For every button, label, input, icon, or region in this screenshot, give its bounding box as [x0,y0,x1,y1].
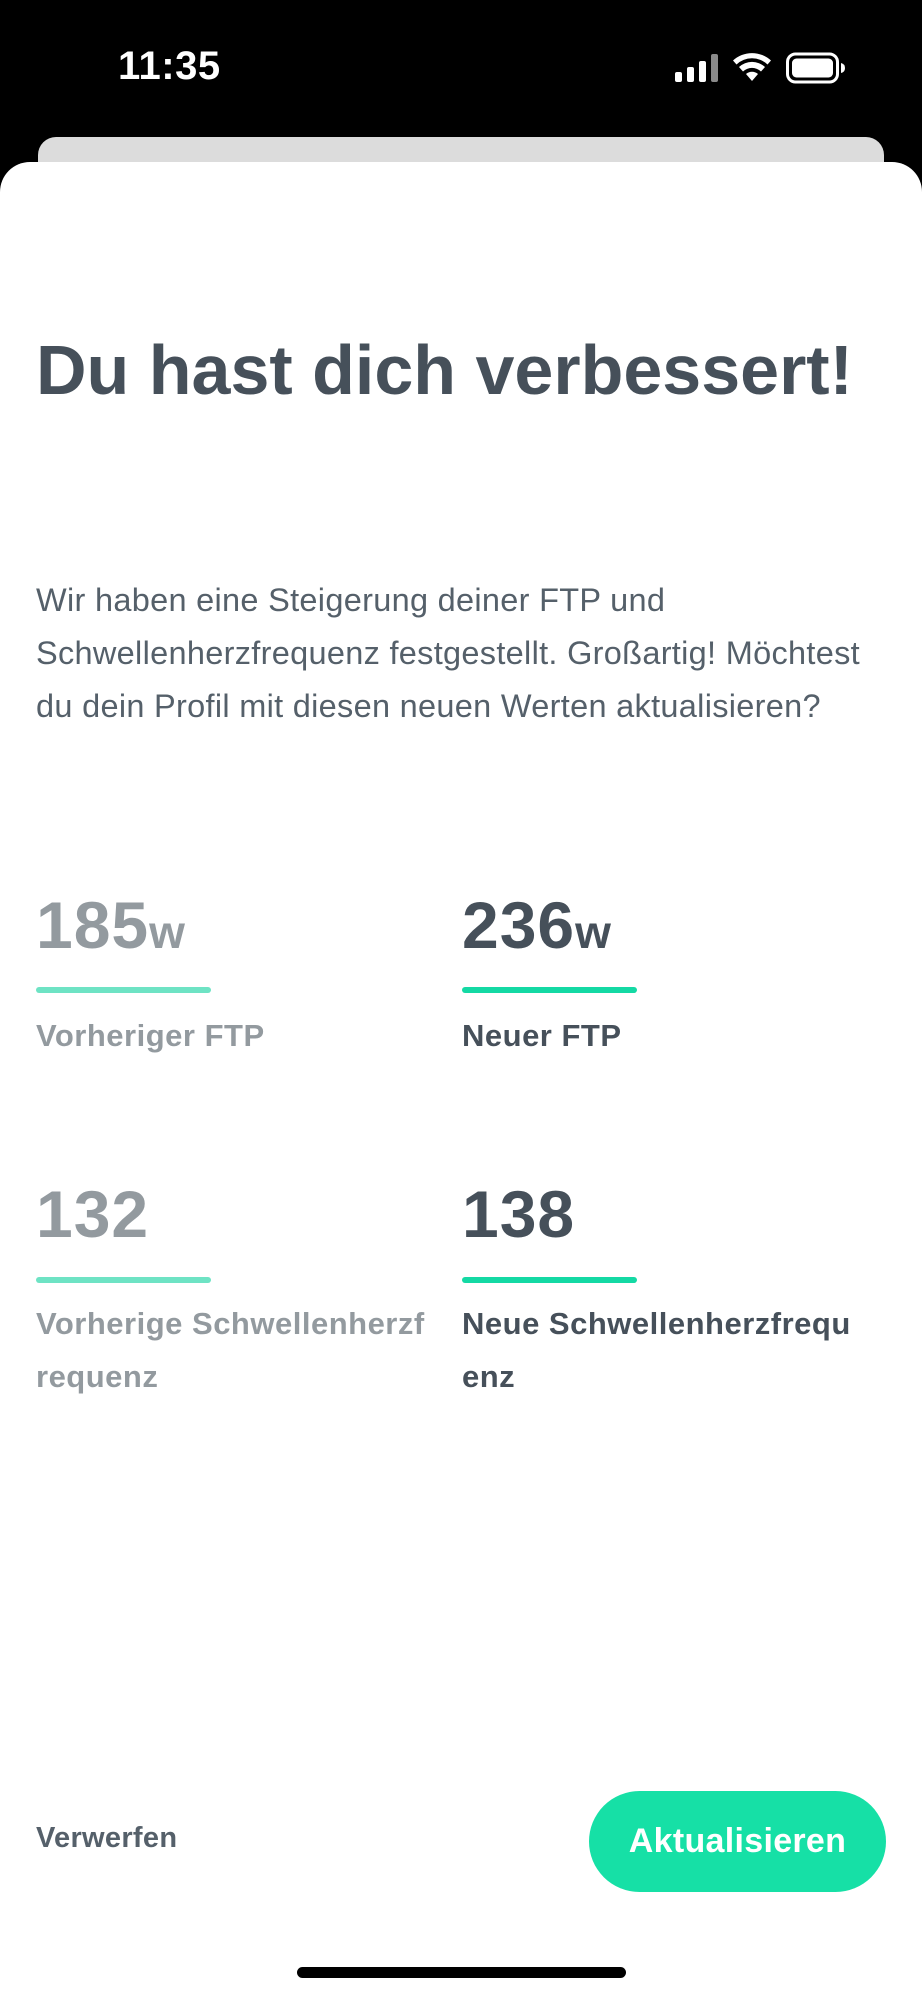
dialog-description: Wir haben eine Steigerung deiner FTP und… [36,582,860,724]
previous-threshold-hr-bar [36,1277,211,1283]
improvement-dialog: Du hast dich verbessert! Wir haben eine … [0,162,922,2000]
previous-ftp-stat: 185w Vorheriger FTP [36,888,264,1053]
previous-threshold-hr-stat: 132 Vorherige Schwellenherzfrequenz [36,1177,424,1394]
new-ftp-bar [462,987,637,993]
cellular-signal-icon [675,54,718,82]
battery-icon [786,52,845,84]
discard-button[interactable]: Verwerfen [36,1822,178,1854]
new-ftp-value: 236w [462,888,612,962]
new-threshold-hr-label: Neue Schwellenherzfrequenz [462,1306,851,1394]
status-bar: 11:35 [0,0,922,140]
dialog-title: Du hast dich verbessert! [36,331,853,409]
previous-threshold-hr-value: 132 [36,1177,150,1251]
new-ftp-stat: 236w Neuer FTP [462,888,637,1053]
previous-ftp-bar [36,987,211,993]
new-ftp-unit: w [575,906,612,958]
new-threshold-hr-value: 138 [462,1177,576,1251]
home-indicator [297,1967,626,1978]
previous-ftp-label: Vorheriger FTP [36,1018,265,1053]
previous-ftp-value: 185w [36,888,186,962]
status-time: 11:35 [118,44,221,88]
previous-ftp-unit: w [149,906,186,958]
new-threshold-hr-bar [462,1277,637,1283]
wifi-icon [733,53,771,81]
previous-threshold-hr-label: Vorherige Schwellenherzfrequenz [36,1306,425,1394]
new-threshold-hr-stat: 138 Neue Schwellenherzfrequenz [462,1177,850,1394]
update-button[interactable]: Aktualisieren [589,1791,886,1892]
status-icons [675,50,846,86]
new-ftp-label: Neuer FTP [462,1018,622,1053]
